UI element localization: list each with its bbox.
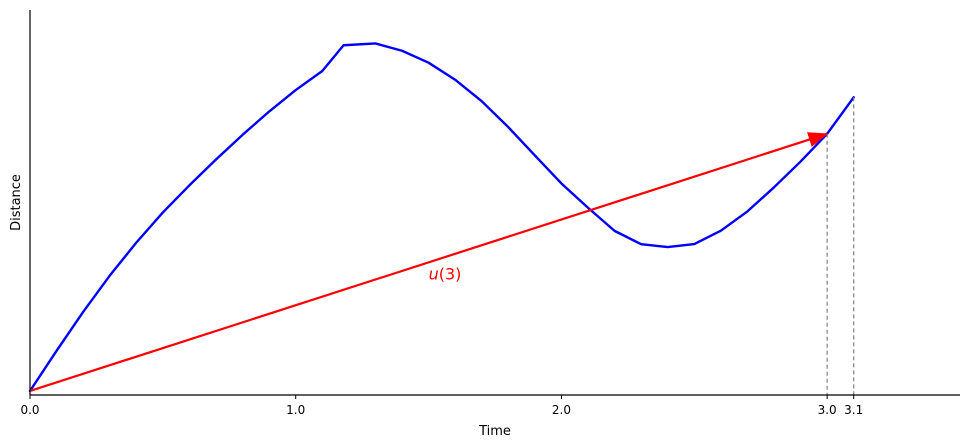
x-tick-label-5: 3.1	[844, 403, 863, 417]
y-axis-label: Distance	[9, 174, 24, 231]
plot-layer	[28, 42, 855, 395]
series-1-line	[28, 42, 855, 393]
x-axis-label: Time	[478, 424, 511, 439]
axis-layer	[29, 10, 960, 399]
x-tick-label-3: 2.0	[552, 403, 571, 417]
x-tick-label-4: 3.0	[818, 403, 837, 417]
label-layer: u(3) 0.0 1.0 2.0 3.0 3.1 Time Distance	[9, 174, 863, 439]
u3-label-italic: u	[429, 265, 439, 284]
u3-label-argument: (3)	[439, 265, 462, 284]
u3-label: u(3)	[429, 265, 462, 284]
u3-arrow	[29, 132, 829, 392]
x-tick-label-2: 1.0	[286, 403, 305, 417]
x-tick-label-1: 0.0	[20, 403, 39, 417]
